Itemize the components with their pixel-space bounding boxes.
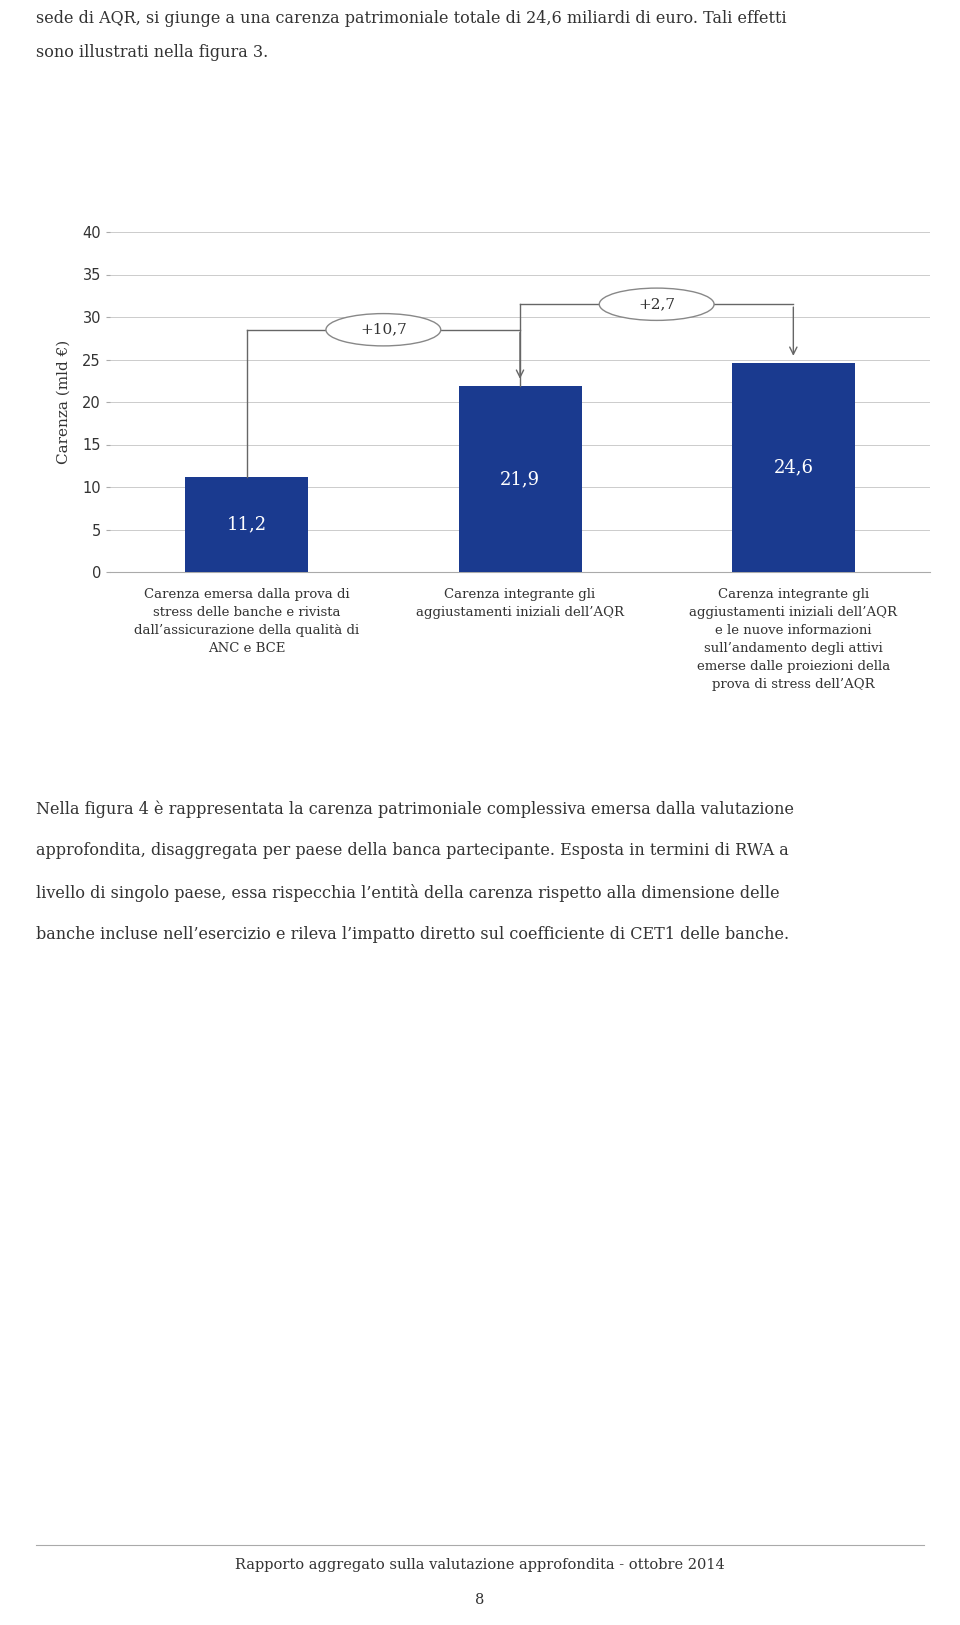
Text: 11,2: 11,2 (227, 515, 267, 533)
Text: sono illustrati nella figura 3.: sono illustrati nella figura 3. (36, 44, 269, 62)
Text: Rapporto aggregato sulla valutazione approfondita - ottobre 2014: Rapporto aggregato sulla valutazione app… (235, 1558, 725, 1571)
Text: livello di singolo paese, essa rispecchia l’entità della carenza rispetto alla d: livello di singolo paese, essa rispecchi… (36, 884, 780, 902)
Text: 8: 8 (475, 1592, 485, 1607)
Ellipse shape (326, 314, 441, 346)
Bar (732, 362, 854, 572)
Bar (459, 385, 582, 572)
Text: Carenza emersa dalla prova di
stress delle banche e rivista
dall’assicurazione d: Carenza emersa dalla prova di stress del… (134, 588, 359, 655)
Text: principale: principale (170, 188, 270, 206)
Y-axis label: Carenza (mld €): Carenza (mld €) (57, 340, 71, 465)
Text: approfondita, disaggregata per paese della banca partecipante. Esposta in termin: approfondita, disaggregata per paese del… (36, 842, 789, 860)
Text: Carenza integrante gli
aggiustamenti iniziali dell’AQR: Carenza integrante gli aggiustamenti ini… (416, 588, 624, 619)
Ellipse shape (599, 288, 714, 320)
Text: +2,7: +2,7 (638, 297, 675, 312)
Text: Carenza integrante gli
aggiustamenti iniziali dell’AQR
e le nuove informazioni
s: Carenza integrante gli aggiustamenti ini… (689, 588, 898, 691)
Bar (185, 476, 308, 572)
Text: Nella figura 4 è rappresentata la carenza patrimoniale complessiva emersa dalla : Nella figura 4 è rappresentata la carenz… (36, 800, 795, 817)
Text: sede di AQR, si giunge a una carenza patrimoniale totale di 24,6 miliardi di eur: sede di AQR, si giunge a una carenza pat… (36, 10, 787, 28)
Text: Carenza patrimoniale della valutazione approfondita per componente: Carenza patrimoniale della valutazione a… (170, 162, 875, 180)
Text: Figura 3: Figura 3 (48, 171, 136, 188)
Text: banche incluse nell’esercizio e rileva l’impatto diretto sul coefficiente di CET: banche incluse nell’esercizio e rileva l… (36, 926, 790, 942)
Text: +10,7: +10,7 (360, 323, 407, 336)
Text: 24,6: 24,6 (774, 458, 813, 476)
Text: 21,9: 21,9 (500, 470, 540, 487)
